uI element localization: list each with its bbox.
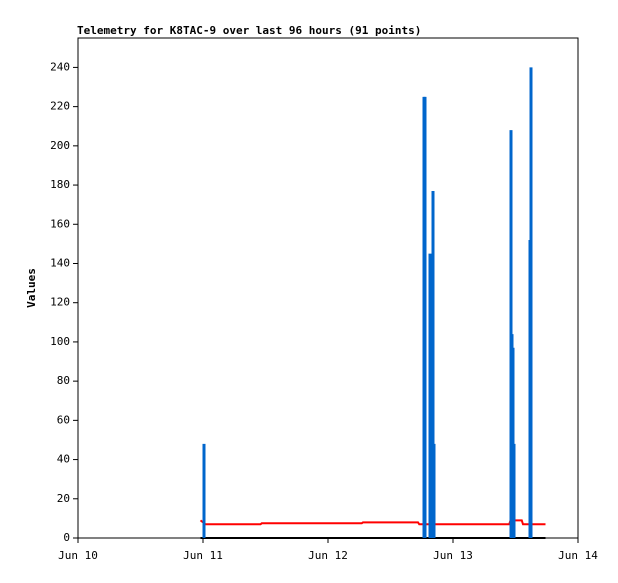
x-tick-label: Jun 13 bbox=[433, 549, 473, 562]
y-tick-label: 120 bbox=[50, 296, 70, 309]
y-tick-label: 40 bbox=[57, 453, 70, 466]
y-axis-label: Values bbox=[25, 268, 38, 308]
x-tick-label: Jun 12 bbox=[308, 549, 348, 562]
y-tick-label: 0 bbox=[63, 531, 70, 544]
y-tick-label: 220 bbox=[50, 100, 70, 113]
y-tick-label: 60 bbox=[57, 413, 70, 426]
y-tick-label: 240 bbox=[50, 60, 70, 73]
x-tick-label: Jun 10 bbox=[58, 549, 98, 562]
y-tick-label: 100 bbox=[50, 335, 70, 348]
y-tick-label: 80 bbox=[57, 374, 70, 387]
y-tick-label: 160 bbox=[50, 217, 70, 230]
x-tick-label: Jun 11 bbox=[183, 549, 223, 562]
y-tick-label: 200 bbox=[50, 139, 70, 152]
y-tick-label: 140 bbox=[50, 256, 70, 269]
y-tick-label: 20 bbox=[57, 492, 70, 505]
chart-title: Telemetry for K8TAC-9 over last 96 hours… bbox=[77, 24, 421, 37]
x-tick-label: Jun 14 bbox=[558, 549, 598, 562]
line bbox=[199, 519, 546, 526]
y-tick-label: 180 bbox=[50, 178, 70, 191]
